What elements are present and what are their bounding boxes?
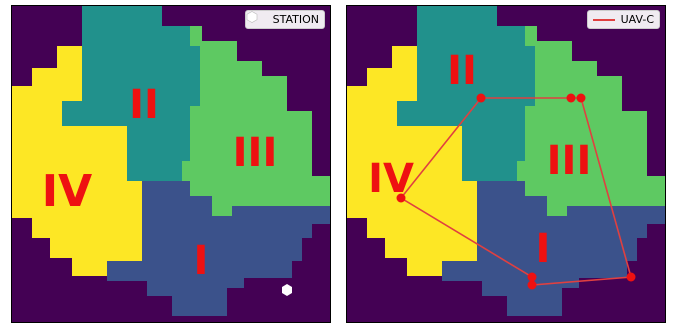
region-label-i: I [536, 226, 551, 272]
left-region-map: II III IV I [12, 6, 330, 322]
right-legend: UAV-C [586, 10, 660, 29]
route-waypoint [566, 93, 576, 103]
legend-label-uav-c: UAV-C [620, 13, 654, 26]
region-ii [62, 6, 200, 181]
legend-label-station: STATION [272, 13, 319, 26]
region-label-iv: IV [368, 156, 414, 202]
region-ii [397, 6, 535, 181]
left-map-panel: II III IV I STATION [11, 5, 331, 323]
right-map-panel: II III IV I UAV-C [346, 5, 666, 323]
region-label-ii: II [447, 48, 477, 94]
station-hexagon-icon [282, 284, 292, 296]
right-region-map: II III IV I [347, 6, 665, 322]
region-i [442, 181, 665, 316]
left-legend: STATION [244, 10, 325, 29]
region-label-i: I [194, 238, 209, 284]
route-waypoint [396, 193, 406, 203]
region-label-iii: III [233, 130, 278, 176]
region-label-ii: II [129, 82, 159, 128]
region-iii [182, 26, 330, 216]
route-waypoint [476, 93, 486, 103]
region-i [107, 181, 330, 316]
region-iv [347, 46, 477, 276]
route-waypoint [527, 272, 537, 282]
region-label-iii: III [547, 138, 592, 184]
route-waypoint [527, 280, 537, 290]
region-iii [517, 26, 665, 216]
line-icon [592, 18, 615, 21]
region-label-iv: IV [42, 166, 92, 217]
region-iv [12, 46, 142, 276]
route-waypoint [626, 272, 636, 282]
route-waypoint [576, 93, 586, 103]
